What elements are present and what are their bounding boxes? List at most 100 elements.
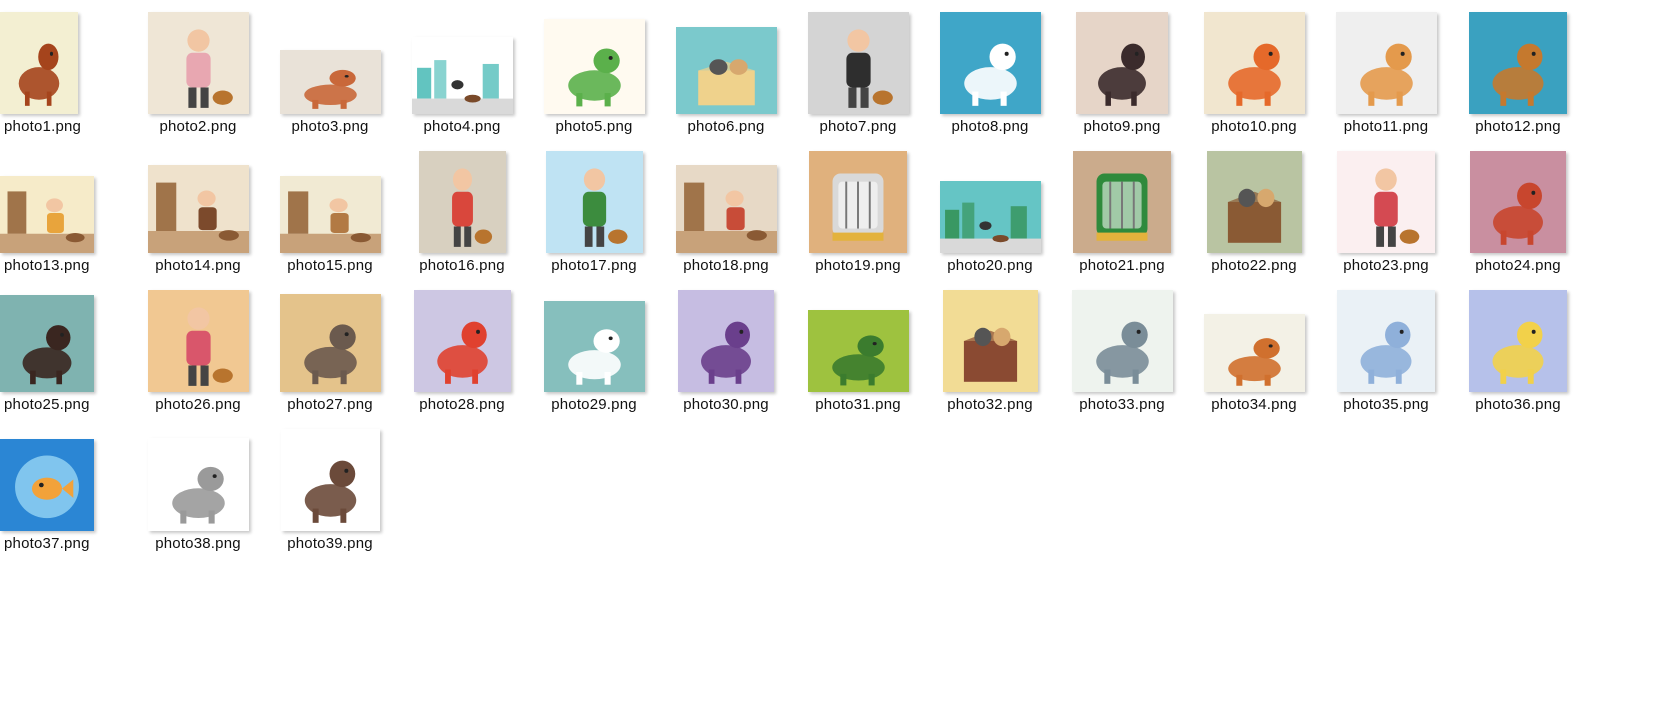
dog-waiting-icon[interactable]: [279, 176, 381, 253]
file-name-label[interactable]: photo37.png: [4, 535, 90, 552]
file-name-label[interactable]: photo9.png: [1083, 118, 1161, 135]
file-item[interactable]: photo28.png: [396, 278, 528, 417]
file-name-label[interactable]: photo22.png: [1211, 257, 1297, 274]
girl-with-puppy-icon[interactable]: [147, 12, 249, 114]
file-name-label[interactable]: photo21.png: [1079, 257, 1165, 274]
file-name-label[interactable]: photo28.png: [419, 396, 505, 413]
file-name-label[interactable]: photo35.png: [1343, 396, 1429, 413]
file-name-label[interactable]: photo38.png: [155, 535, 241, 552]
file-name-label[interactable]: photo29.png: [551, 396, 637, 413]
file-name-label[interactable]: photo19.png: [815, 257, 901, 274]
cat-carrier-icon[interactable]: [809, 151, 907, 253]
file-item[interactable]: photo33.png: [1056, 278, 1188, 417]
corgi-icon[interactable]: [1335, 12, 1437, 114]
woman-chihuahua-icon[interactable]: [1337, 151, 1435, 253]
file-name-label[interactable]: photo8.png: [951, 118, 1029, 135]
file-item[interactable]: photo9.png: [1056, 0, 1188, 139]
wheelchair-cat-icon[interactable]: [279, 294, 381, 392]
file-item[interactable]: photo23.png: [1320, 139, 1452, 278]
file-name-label[interactable]: photo6.png: [687, 118, 765, 135]
file-name-label[interactable]: photo2.png: [159, 118, 237, 135]
file-item[interactable]: photo20.png: [924, 139, 1056, 278]
file-item[interactable]: photo16.png: [396, 139, 528, 278]
turtle-icon[interactable]: [807, 310, 909, 392]
pigeon-icon[interactable]: [1071, 290, 1173, 392]
dog-walker-icon[interactable]: [411, 37, 513, 114]
goldfish-bowl-icon[interactable]: [0, 439, 94, 531]
file-name-label[interactable]: photo10.png: [1211, 118, 1297, 135]
file-item[interactable]: photo10.png: [1188, 0, 1320, 139]
file-item[interactable]: photo1.png: [0, 0, 132, 139]
file-name-label[interactable]: photo18.png: [683, 257, 769, 274]
dining-dalmatian-icon[interactable]: [147, 165, 249, 253]
file-item[interactable]: photo37.png: [0, 417, 132, 556]
kitchen-dog-icon[interactable]: [675, 165, 777, 253]
thank-you-dog-icon[interactable]: [543, 19, 645, 114]
cat-in-bag-icon[interactable]: [1206, 151, 1302, 253]
beach-dog-icon[interactable]: [939, 181, 1041, 253]
file-item[interactable]: photo31.png: [792, 278, 924, 417]
file-name-label[interactable]: photo4.png: [423, 118, 501, 135]
file-item[interactable]: photo19.png: [792, 139, 924, 278]
file-name-label[interactable]: photo15.png: [287, 257, 373, 274]
maltese-in-bag-icon[interactable]: [942, 290, 1038, 392]
fetch-dog-icon[interactable]: [807, 12, 909, 114]
file-item[interactable]: photo6.png: [660, 0, 792, 139]
file-name-label[interactable]: photo27.png: [287, 396, 373, 413]
file-item[interactable]: photo30.png: [660, 278, 792, 417]
dog-carrier-icon[interactable]: [1073, 151, 1171, 253]
file-item[interactable]: photo11.png: [1320, 0, 1452, 139]
file-item[interactable]: photo2.png: [132, 0, 264, 139]
file-name-label[interactable]: photo7.png: [819, 118, 897, 135]
file-name-label[interactable]: photo16.png: [419, 257, 505, 274]
super-cat-icon[interactable]: [678, 290, 774, 392]
file-name-label[interactable]: photo34.png: [1211, 396, 1297, 413]
file-item[interactable]: photo14.png: [132, 139, 264, 278]
file-name-label[interactable]: photo33.png: [1079, 396, 1165, 413]
dog-dreaming-bone-icon[interactable]: [1337, 290, 1435, 392]
file-item[interactable]: photo8.png: [924, 0, 1056, 139]
file-item[interactable]: photo34.png: [1188, 278, 1320, 417]
grandma-cat-icon[interactable]: [418, 151, 506, 253]
file-item[interactable]: photo17.png: [528, 139, 660, 278]
boy-dog-park-icon[interactable]: [545, 151, 643, 253]
file-name-label[interactable]: photo14.png: [155, 257, 241, 274]
file-name-label[interactable]: photo13.png: [4, 257, 90, 274]
hen-icon[interactable]: [1470, 151, 1566, 253]
dalmatian-icon[interactable]: [939, 12, 1041, 114]
file-item[interactable]: photo25.png: [0, 278, 132, 417]
dog-and-cat-icon[interactable]: [1203, 314, 1305, 392]
black-cat-icon[interactable]: [1076, 12, 1168, 114]
file-name-label[interactable]: photo12.png: [1475, 118, 1561, 135]
file-item[interactable]: photo38.png: [132, 417, 264, 556]
cats-in-box-icon[interactable]: [675, 27, 777, 114]
file-name-label[interactable]: photo3.png: [291, 118, 369, 135]
file-item[interactable]: photo27.png: [264, 278, 396, 417]
file-name-label[interactable]: photo17.png: [551, 257, 637, 274]
file-name-label[interactable]: photo36.png: [1475, 396, 1561, 413]
file-item[interactable]: photo12.png: [1452, 0, 1584, 139]
file-item[interactable]: photo21.png: [1056, 139, 1188, 278]
file-name-label[interactable]: photo1.png: [4, 118, 82, 135]
file-item[interactable]: photo36.png: [1452, 278, 1584, 417]
dog-icon[interactable]: [0, 12, 78, 114]
woman-walking-dogs-icon[interactable]: [147, 290, 249, 392]
file-name-label[interactable]: photo32.png: [947, 396, 1033, 413]
file-name-label[interactable]: photo11.png: [1343, 118, 1429, 135]
file-item[interactable]: photo5.png: [528, 0, 660, 139]
file-item[interactable]: photo7.png: [792, 0, 924, 139]
dachshund-icon[interactable]: [0, 295, 94, 392]
husky-fleas-icon[interactable]: [147, 438, 249, 531]
cockatiel-icon[interactable]: [1469, 290, 1567, 392]
file-name-label[interactable]: photo26.png: [155, 396, 241, 413]
file-item[interactable]: photo13.png: [0, 139, 132, 278]
file-item[interactable]: photo32.png: [924, 278, 1056, 417]
file-item[interactable]: photo18.png: [660, 139, 792, 278]
file-name-label[interactable]: photo25.png: [4, 396, 90, 413]
file-item[interactable]: photo24.png: [1452, 139, 1584, 278]
beagle-icon[interactable]: [1469, 12, 1567, 114]
cat-waiting-icon[interactable]: [0, 176, 94, 253]
orange-cat-icon[interactable]: [1203, 12, 1305, 114]
file-name-label[interactable]: photo31.png: [815, 396, 901, 413]
file-name-label[interactable]: photo5.png: [555, 118, 633, 135]
